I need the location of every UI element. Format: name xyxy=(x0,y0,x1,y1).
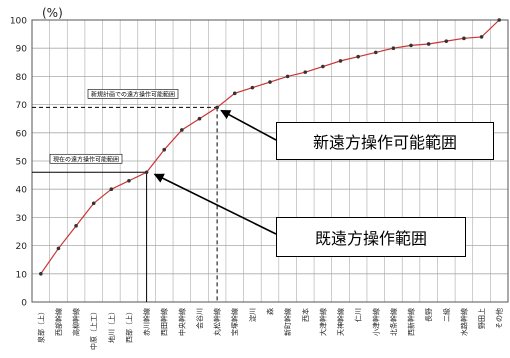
x-tick-label: 野田上 xyxy=(477,308,486,329)
data-point xyxy=(162,147,167,152)
data-point xyxy=(250,85,255,90)
data-point xyxy=(144,170,149,175)
data-point xyxy=(321,64,325,69)
x-tick-label: その他 xyxy=(495,308,504,329)
arrow-new-range xyxy=(220,109,277,141)
data-point xyxy=(268,80,272,84)
x-tick-label: 西部（上） xyxy=(124,308,133,343)
series xyxy=(39,18,501,276)
plot-frame xyxy=(31,19,509,303)
x-tick-label: 会谷川 xyxy=(195,308,204,329)
data-point xyxy=(497,18,501,22)
data-point xyxy=(197,116,202,121)
callout-new-range: 新遠方操作可能範囲 xyxy=(276,122,494,160)
x-tick-label: 二級 xyxy=(442,308,451,322)
data-point xyxy=(356,54,360,59)
x-tick-label: 森 xyxy=(266,308,275,315)
data-point xyxy=(426,42,431,46)
x-tick-label: 天神幹線 xyxy=(336,308,345,336)
x-tick-label: 西田幹線 xyxy=(160,308,169,336)
arrow-existing-range xyxy=(153,173,277,235)
y-tick-label: 50 xyxy=(16,158,28,168)
data-point xyxy=(180,128,184,132)
reference-label: 現在の遠方操作可能範囲 xyxy=(53,155,119,163)
y-unit-label: (%) xyxy=(42,6,63,20)
x-tick-label: 高柳幹線 xyxy=(72,308,81,336)
y-tick-label: 70 xyxy=(16,101,28,111)
x-tick-label: 中原（上工） xyxy=(89,308,98,350)
reference-label-box xyxy=(87,89,179,99)
data-point xyxy=(109,187,114,191)
data-point xyxy=(285,74,290,79)
data-point xyxy=(373,50,378,55)
data-point xyxy=(56,246,61,251)
x-tick-label: 西本 xyxy=(301,308,310,322)
x-tick-label: 小津幹線 xyxy=(371,308,380,336)
reference-label-box xyxy=(49,153,123,164)
data-point xyxy=(409,43,413,48)
x-tick-label: 赤川幹線 xyxy=(142,308,151,336)
x-tick-label: 西新幹線 xyxy=(407,308,416,336)
data-point xyxy=(391,46,396,50)
data-point xyxy=(303,70,308,74)
x-tick-label: 大津幹線 xyxy=(318,308,327,336)
data-point xyxy=(444,39,449,43)
y-axis: 0 10 20 30 40 50 60 70 80 90 100 xyxy=(10,17,27,309)
callout-arrows xyxy=(153,109,277,235)
data-point xyxy=(39,272,43,276)
x-tick-label: 長野 xyxy=(425,308,433,322)
x-tick-label: 宝塚幹線 xyxy=(230,308,239,336)
x-tick-label: 淀川 xyxy=(248,308,257,322)
x-tick-label: 仁川 xyxy=(354,308,363,322)
x-tick-label: 新町幹線 xyxy=(283,308,292,336)
x-tick-label: 北条幹線 xyxy=(389,308,398,336)
x-tick-label: 泉部（上） xyxy=(36,308,45,343)
data-point xyxy=(127,178,131,183)
x-axis: 泉部（上） 西部幹線 高柳幹線 中原（上工） 地川（上） 西部（上） 赤川幹線 西田幹線 中央幹… xyxy=(36,308,503,350)
data-point xyxy=(74,224,78,228)
data-point xyxy=(91,201,96,206)
data-point xyxy=(232,91,237,96)
x-tick-label: 中央幹線 xyxy=(177,308,186,336)
y-tick-label: 40 xyxy=(16,186,28,196)
data-point xyxy=(462,36,466,41)
y-tick-label: 0 xyxy=(21,299,27,309)
y-tick-label: 10 xyxy=(16,270,28,280)
y-tick-label: 80 xyxy=(16,73,28,83)
data-point xyxy=(215,105,219,110)
data-point xyxy=(338,59,343,63)
x-tick-label: 地川（上） xyxy=(107,308,116,343)
y-tick-label: 20 xyxy=(16,242,28,252)
data-point xyxy=(479,35,484,39)
y-tick-label: 90 xyxy=(16,45,28,55)
callout-existing-range: 既遠方操作範囲 xyxy=(276,217,466,257)
y-tick-label: 100 xyxy=(10,17,27,27)
y-tick-label: 30 xyxy=(16,214,28,224)
y-tick-label: 60 xyxy=(16,129,28,139)
x-tick-label: 西部幹線 xyxy=(54,308,63,336)
x-tick-label: 水路幹線 xyxy=(459,308,468,336)
x-tick-label: 丸松幹線 xyxy=(213,308,222,336)
reference-label: 新規計画での遠方操作可能範囲 xyxy=(91,90,175,98)
